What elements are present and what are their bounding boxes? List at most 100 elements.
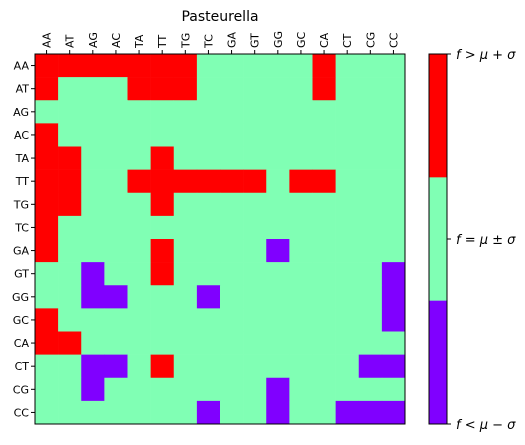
heatmap-cell-GT-AA <box>35 262 59 286</box>
x-tick-label: AA <box>41 32 54 48</box>
heatmap-cell-AT-AG <box>81 77 105 101</box>
heatmap-cell-TA-GG <box>266 146 290 170</box>
heatmap-cell-CA-AT <box>58 331 82 355</box>
heatmap-cell-AG-AA <box>35 100 59 124</box>
x-tick-label: GC <box>295 31 308 48</box>
heatmap-cell-AT-AT <box>58 77 82 101</box>
heatmap-cell-AA-CT <box>335 54 360 78</box>
heatmap-cell-CG-AG <box>81 377 105 402</box>
heatmap-cell-GC-AA <box>35 308 59 332</box>
heatmap-cell-CC-GG <box>266 400 290 425</box>
heatmap-cell-CC-AT <box>58 400 82 425</box>
heatmap-cell-AA-GG <box>266 54 290 78</box>
heatmap-cell-AG-CT <box>335 100 360 124</box>
heatmap-cells <box>35 54 406 425</box>
y-tick-label: TG <box>13 198 29 211</box>
heatmap-cell-GA-GT <box>243 239 267 263</box>
heatmap-cell-AT-TG <box>173 77 198 101</box>
heatmap-cell-TA-AT <box>58 146 82 170</box>
heatmap-cell-GA-TA <box>127 239 151 263</box>
heatmap-cell-GC-GT <box>243 308 267 332</box>
y-tick-label: TA <box>15 152 30 165</box>
heatmap-cell-TT-AT <box>58 169 82 194</box>
heatmap-cell-TG-GA <box>220 192 244 217</box>
heatmap-cell-CT-TG <box>173 354 198 379</box>
heatmap-cell-CC-TG <box>173 400 198 425</box>
heatmap-cell-CG-CA <box>312 377 336 402</box>
heatmap-cell-CA-CA <box>312 331 336 355</box>
heatmap-cell-AA-AG <box>81 54 105 78</box>
heatmap-cell-TC-TG <box>173 215 198 240</box>
heatmap-cell-CA-TT <box>150 331 175 355</box>
heatmap-cell-GA-GG <box>266 239 290 263</box>
heatmap-cell-TT-GA <box>220 169 244 194</box>
heatmap-cell-CC-AA <box>35 400 59 425</box>
heatmap-cell-AT-TT <box>150 77 175 101</box>
heatmap-cell-TT-CA <box>312 169 336 194</box>
heatmap-cell-AC-TC <box>196 123 221 147</box>
chart-title: Pasteurella <box>181 9 258 25</box>
heatmap-cell-CA-GG <box>266 331 290 355</box>
y-tick-label: CA <box>14 337 30 350</box>
heatmap-cell-CG-CT <box>335 377 360 402</box>
heatmap-cell-AG-GT <box>243 100 267 124</box>
heatmap-cell-CT-GA <box>220 354 244 379</box>
heatmap-cell-CT-CA <box>312 354 336 379</box>
heatmap-cell-AA-TA <box>127 54 151 78</box>
heatmap-cell-TT-GC <box>289 169 313 194</box>
heatmap-cell-CC-CG <box>358 400 383 425</box>
colorbar-segment <box>429 300 447 425</box>
heatmap-cell-AA-GC <box>289 54 313 78</box>
colorbar-segment <box>429 177 447 301</box>
heatmap-cell-TC-AC <box>104 215 128 240</box>
heatmap-cell-GA-CG <box>358 239 383 263</box>
heatmap-cell-GC-TC <box>196 308 221 332</box>
heatmap-cell-TG-AG <box>81 192 105 217</box>
heatmap-cell-GG-TG <box>173 285 198 309</box>
y-tick-label: TC <box>14 221 29 234</box>
heatmap-cell-AC-GC <box>289 123 313 147</box>
heatmap-cell-AC-AG <box>81 123 105 147</box>
heatmap-cell-CA-GC <box>289 331 313 355</box>
heatmap-cell-CG-GG <box>266 377 290 402</box>
heatmap-cell-GA-AC <box>104 239 128 263</box>
heatmap-cell-TA-AA <box>35 146 59 170</box>
y-tick-label: CG <box>13 383 29 396</box>
heatmap-cell-AC-GT <box>243 123 267 147</box>
heatmap-cell-GT-AC <box>104 262 128 286</box>
heatmap-cell-TC-GC <box>289 215 313 240</box>
heatmap-cell-GG-TC <box>196 285 221 309</box>
heatmap-cell-TG-AC <box>104 192 128 217</box>
heatmap-cell-GA-AG <box>81 239 105 263</box>
y-tick-label: GC <box>13 314 30 327</box>
heatmap-cell-TA-CG <box>358 146 383 170</box>
heatmap-cell-TG-GG <box>266 192 290 217</box>
heatmap-cell-GT-GA <box>220 262 244 286</box>
heatmap-cell-AA-CG <box>358 54 383 78</box>
heatmap-cell-AT-AC <box>104 77 128 101</box>
heatmap-cell-AA-TT <box>150 54 175 78</box>
heatmap-cell-TG-GC <box>289 192 313 217</box>
heatmap-cell-AC-TG <box>173 123 198 147</box>
heatmap-cell-AA-GA <box>220 54 244 78</box>
y-tick-label: GG <box>12 291 29 304</box>
colorbar-tick-label: f = μ ± σ <box>456 233 516 248</box>
heatmap-cell-TC-AG <box>81 215 105 240</box>
y-tick-label: CC <box>14 406 30 419</box>
heatmap-cell-TT-TC <box>196 169 221 194</box>
heatmap-cell-GA-CT <box>335 239 360 263</box>
heatmap-cell-AC-TT <box>150 123 175 147</box>
heatmap-cell-TC-TT <box>150 215 175 240</box>
heatmap-cell-AC-GG <box>266 123 290 147</box>
heatmap-cell-CT-TT <box>150 354 175 379</box>
heatmap-cell-TC-GT <box>243 215 267 240</box>
heatmap-cell-CA-AA <box>35 331 59 355</box>
heatmap-cell-AT-TC <box>196 77 221 101</box>
heatmap-cell-AT-TA <box>127 77 151 101</box>
heatmap-cell-GC-TA <box>127 308 151 332</box>
heatmap-cell-AC-AC <box>104 123 128 147</box>
heatmap-cell-CT-GT <box>243 354 267 379</box>
heatmap-cell-TT-CG <box>358 169 383 194</box>
heatmap-cell-CG-AC <box>104 377 128 402</box>
heatmap-cell-TC-AA <box>35 215 59 240</box>
